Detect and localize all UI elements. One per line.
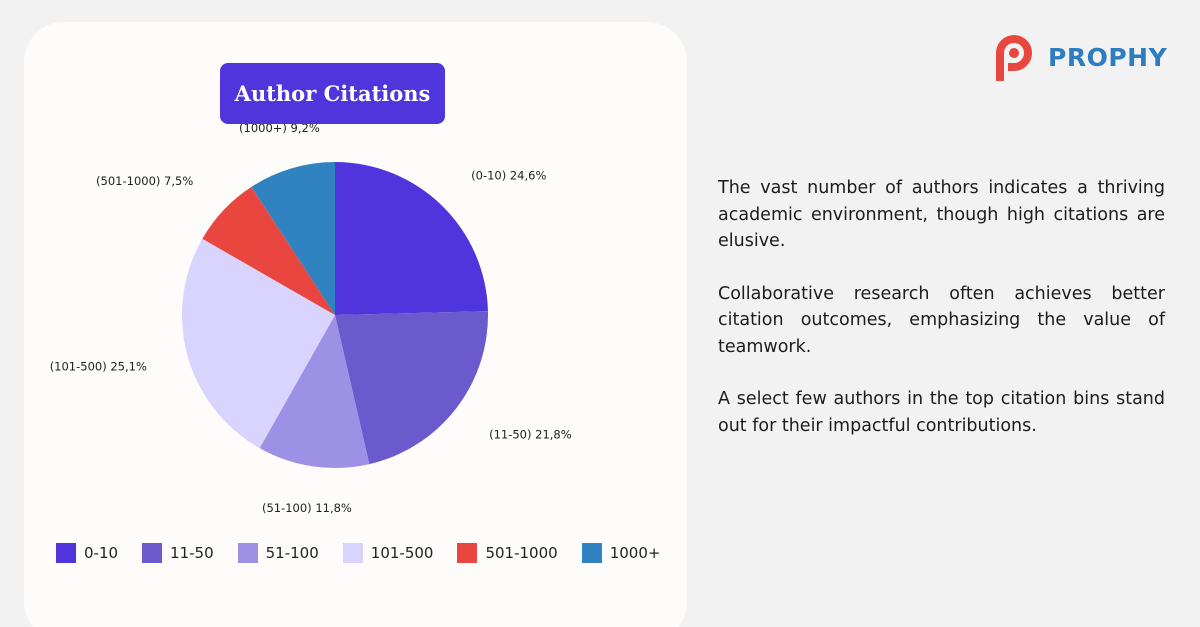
pie-slice-101-500 <box>182 238 335 449</box>
legend-item-0-10: 0-10 <box>56 543 118 563</box>
legend-swatch <box>457 543 478 563</box>
legend-swatch <box>581 543 602 563</box>
pie-labels: (0-10) 24,6% (11-50) 21,8% (51-100) 11,8% (… <box>50 121 572 515</box>
chart-title: Author Citations <box>220 63 445 124</box>
legend-swatch <box>237 543 258 563</box>
legend-swatch <box>342 543 363 563</box>
pie-slice-51-100 <box>259 315 370 468</box>
pie-slice-0-10 <box>335 162 488 315</box>
legend-label: 51-100 <box>265 544 319 562</box>
slice-label-51-100: (51-100) 11,8% <box>262 501 352 515</box>
legend-swatch <box>142 543 163 563</box>
brand-name: PROPHY <box>1048 42 1168 72</box>
commentary: The vast number of authors indicates a t… <box>718 175 1165 465</box>
commentary-paragraph: Collaborative research often achieves be… <box>718 283 1165 357</box>
legend-item-11-50: 11-50 <box>142 543 214 563</box>
legend-item-501-1000: 501-1000 <box>457 543 558 563</box>
chart-legend: 0-10 11-50 51-100 101-500 501-1000 1000+ <box>56 543 684 563</box>
commentary-paragraph: The vast number of authors indicates a t… <box>718 178 1165 251</box>
pie-slice-1000+ <box>251 162 335 315</box>
legend-item-101-500: 101-500 <box>342 543 434 563</box>
brand: PROPHY <box>992 31 1167 83</box>
slice-label-0-10: (0-10) 24,6% <box>471 168 546 182</box>
legend-label: 101-500 <box>370 544 434 562</box>
legend-item-1000+: 1000+ <box>581 543 661 563</box>
pie-slice-11-50 <box>335 311 488 465</box>
slice-label-11-50: (11-50) 21,8% <box>489 428 572 442</box>
legend-swatch <box>56 543 76 563</box>
slice-label-101-500: (101-500) 25,1% <box>50 359 147 373</box>
pie-slice-501-1000 <box>202 186 335 315</box>
legend-label: 1000+ <box>609 544 661 562</box>
slice-label-1000+: (1000+) 9,2% <box>239 121 320 135</box>
legend-label: 0-10 <box>84 544 119 562</box>
legend-item-51-100: 51-100 <box>237 543 319 563</box>
pie-chart: (0-10) 24,6% (11-50) 21,8% (51-100) 11,8% (… <box>50 121 572 515</box>
legend-label: 11-50 <box>170 544 214 562</box>
pie-slices <box>182 162 488 468</box>
legend-label: 501-1000 <box>485 544 558 562</box>
prophy-logo-icon <box>996 35 1032 81</box>
slice-label-501-1000: (501-1000) 7,5% <box>96 174 193 188</box>
commentary-paragraph: A select few authors in the top citation… <box>718 389 1165 436</box>
